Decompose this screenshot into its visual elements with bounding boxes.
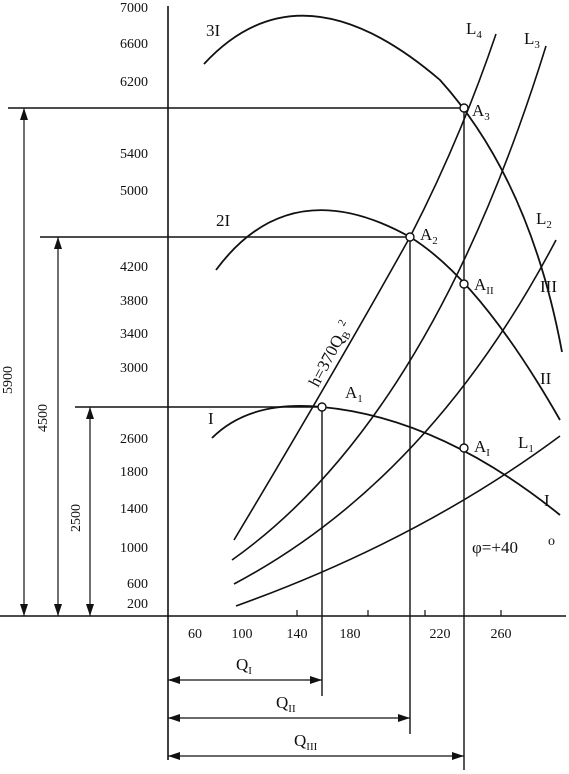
x-tick: 180 — [340, 627, 361, 642]
flow-label-q1: QI — [236, 655, 252, 677]
y-tick: 1000 — [120, 541, 148, 556]
dim-arrow — [168, 752, 180, 760]
point-A3 — [459, 103, 469, 113]
point-AI — [459, 443, 469, 453]
system-curve-L1 — [235, 435, 561, 607]
y-tick: 6600 — [120, 37, 148, 52]
y-tick: 5000 — [120, 184, 148, 199]
curve-label-L1: L1 — [518, 433, 534, 455]
x-tick: 140 — [287, 627, 308, 642]
system-curve-L3 — [231, 45, 547, 561]
label-AII: AII — [474, 275, 494, 297]
flow-label-q3: QIII — [294, 731, 318, 753]
y-tick: 3800 — [120, 294, 148, 309]
dim-arrow — [86, 407, 94, 419]
curve-label-I-right: I — [544, 491, 550, 510]
head-curve-2I — [215, 209, 561, 421]
curve-label-I-left: I — [208, 409, 214, 428]
dim-arrow — [20, 108, 28, 120]
y-tick: 3000 — [120, 361, 148, 376]
y-tick: 1400 — [120, 502, 148, 517]
angle-label: φ=+40 — [472, 538, 518, 557]
point-A1 — [317, 402, 327, 412]
flow-label-q2: QII — [276, 693, 296, 715]
label-A1: A1 — [345, 383, 363, 405]
y-tick: 600 — [127, 577, 148, 592]
x-tick: 220 — [430, 627, 451, 642]
dim-arrow — [310, 676, 322, 684]
head-curve-3I — [203, 14, 563, 353]
system-curve-L2 — [233, 239, 557, 585]
dim-arrow — [452, 752, 464, 760]
dim-arrow — [86, 604, 94, 616]
point-A2 — [405, 232, 415, 242]
curve-label-2I: 2I — [216, 211, 231, 230]
dim-arrow — [54, 604, 62, 616]
system-curve-L4 — [409, 33, 497, 238]
y-tick: 3400 — [120, 327, 148, 342]
y-tick: 200 — [127, 597, 148, 612]
angle-circle-mark: o — [548, 534, 555, 549]
x-tick: 260 — [491, 627, 512, 642]
curve-label-L4: L4 — [466, 19, 482, 41]
y-tick: 6200 — [120, 75, 148, 90]
label-A2: A2 — [420, 225, 438, 247]
dim-arrow — [168, 676, 180, 684]
height-label-4500: 4500 — [36, 404, 51, 432]
height-label-2500: 2500 — [69, 504, 84, 532]
curve-label-L2: L2 — [536, 209, 552, 231]
label-A3: A3 — [472, 101, 490, 123]
curve-label-3I: 3I — [206, 21, 221, 40]
dim-arrow — [54, 237, 62, 249]
system-curve-h370 — [233, 236, 411, 541]
y-tick: 2600 — [120, 432, 148, 447]
system-curve-equation: h=370QB2 — [305, 318, 358, 392]
y-tick: 7000 — [120, 1, 148, 16]
x-tick: 60 — [188, 627, 202, 642]
dim-arrow — [168, 714, 180, 722]
dim-arrow — [398, 714, 410, 722]
curve-label-III: III — [540, 277, 557, 296]
y-tick-labels: 7000 6600 6200 5400 5000 4200 3800 3400 … — [120, 1, 148, 612]
curve-label-II: II — [540, 369, 552, 388]
height-label-5900: 5900 — [1, 366, 16, 394]
point-AII — [459, 279, 469, 289]
label-AI: AI — [474, 437, 490, 459]
x-tick: 100 — [232, 627, 253, 642]
dim-arrow — [20, 604, 28, 616]
y-tick: 5400 — [120, 147, 148, 162]
y-tick: 1800 — [120, 465, 148, 480]
x-tick-labels: 60 100 140 180 220 260 — [188, 610, 512, 642]
y-tick: 4200 — [120, 260, 148, 275]
curve-label-L3: L3 — [524, 29, 540, 51]
head-curve-I — [211, 405, 561, 516]
